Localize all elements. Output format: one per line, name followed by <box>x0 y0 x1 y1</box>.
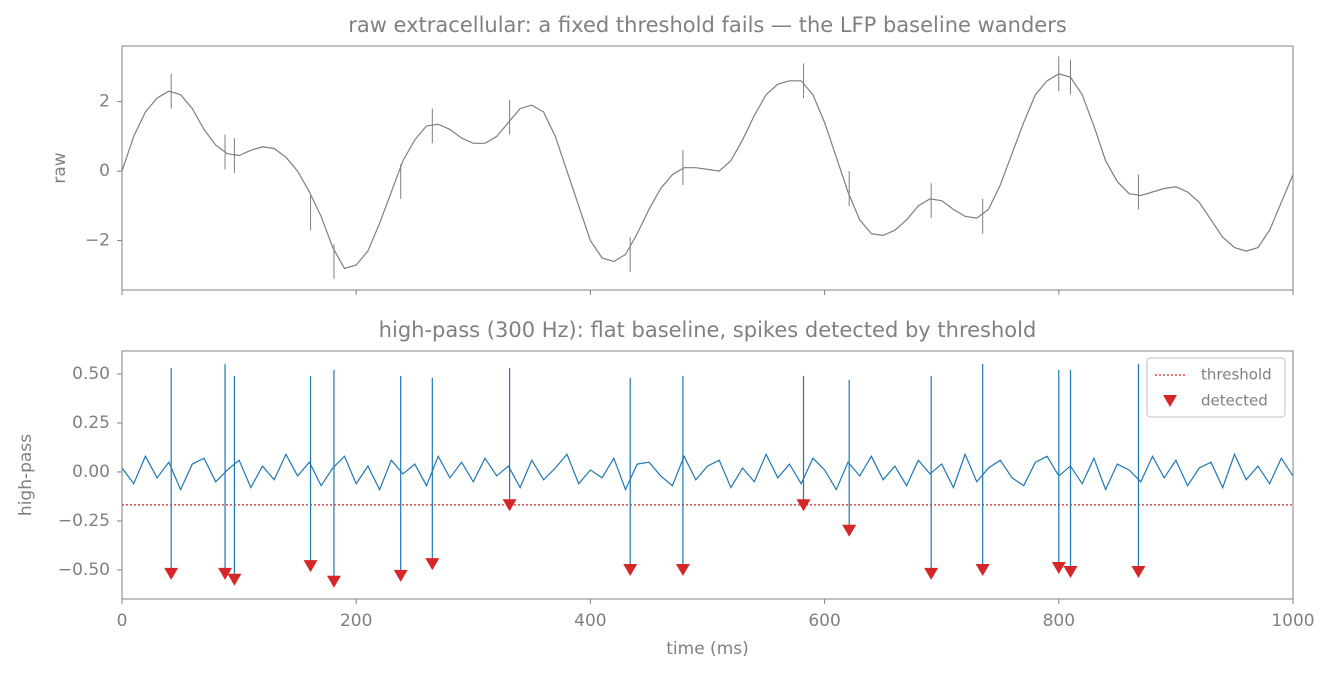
detected-marker <box>675 563 690 576</box>
detected-marker <box>326 575 341 588</box>
detected-marker <box>924 567 939 580</box>
detected-marker <box>164 567 179 580</box>
y-tick-label: −0.25 <box>58 511 110 531</box>
legend-box <box>1146 357 1286 418</box>
x-axis-label: time (ms) <box>666 639 749 659</box>
detected-marker <box>1051 562 1066 575</box>
signal-line <box>121 73 1294 270</box>
axes-frame <box>121 45 1294 291</box>
detected-marker <box>1063 565 1078 578</box>
axes-frame <box>121 350 1294 600</box>
y-axis-label: raw <box>50 152 70 183</box>
detected-marker <box>303 560 318 573</box>
detected-marker <box>1131 565 1146 578</box>
y-tick-label: 0.25 <box>72 413 110 433</box>
y-tick-label: 0.00 <box>72 462 110 482</box>
x-tick-label: 600 <box>808 611 840 631</box>
detected-marker <box>623 563 638 576</box>
y-tick-label: 2 <box>99 92 110 112</box>
detected-marker <box>975 563 990 576</box>
detected-marker <box>425 558 440 571</box>
legend-label: threshold <box>1201 366 1272 384</box>
detected-marker <box>842 524 857 537</box>
signal-line <box>121 452 1294 492</box>
detected-marker <box>502 499 517 512</box>
y-axis-label: high-pass <box>16 434 36 516</box>
legend-detected-swatch <box>1163 395 1177 407</box>
x-tick-label: 800 <box>1043 611 1075 631</box>
detected-marker <box>218 567 233 580</box>
y-tick-label: 0.50 <box>72 364 110 384</box>
y-tick-label: −0.50 <box>58 560 110 580</box>
y-tick-label: −2 <box>85 231 110 251</box>
detected-marker <box>227 573 242 586</box>
detected-marker <box>393 569 408 582</box>
chart-title: raw extracellular: a fixed threshold fai… <box>348 13 1067 37</box>
legend-label: detected <box>1201 392 1268 410</box>
x-tick-label: 0 <box>117 611 128 631</box>
detected-marker <box>796 499 811 512</box>
y-tick-label: 0 <box>99 161 110 181</box>
x-tick-label: 1000 <box>1271 611 1314 631</box>
chart-title: high-pass (300 Hz): flat baseline, spike… <box>379 318 1037 342</box>
x-tick-label: 400 <box>574 611 606 631</box>
x-tick-label: 200 <box>340 611 372 631</box>
